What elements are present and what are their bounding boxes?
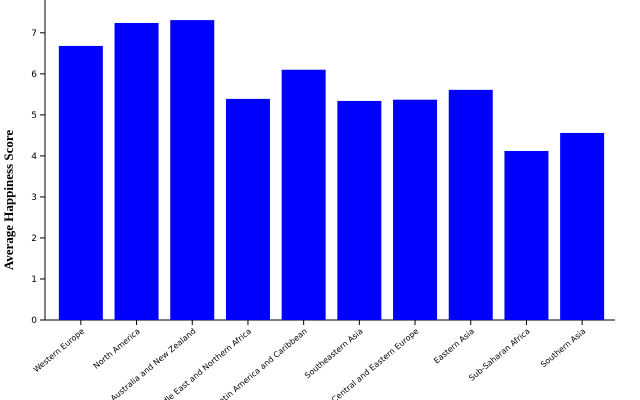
x-tick-label: Southern Asia: [539, 327, 588, 370]
bar: [281, 69, 326, 320]
y-tick-label: 2: [31, 234, 37, 244]
bar: [114, 22, 159, 320]
bar: [393, 99, 438, 320]
y-tick-label: 1: [31, 275, 37, 285]
y-tick-label: 5: [31, 111, 37, 121]
x-tick-label: Eastern Asia: [432, 327, 476, 366]
bar: [504, 150, 549, 320]
y-tick-label: 3: [31, 193, 37, 203]
bar: [225, 98, 270, 320]
y-tick-label: 7: [31, 29, 37, 39]
x-tick-label: Latin America and Caribbean: [214, 327, 309, 400]
bar: [337, 100, 382, 320]
x-tick-label: Central and Eastern Europe: [330, 327, 420, 400]
bar: [58, 45, 103, 320]
x-tick-label: Sub-Saharan Africa: [467, 327, 532, 383]
x-tick-label: North America: [92, 327, 142, 371]
x-tick-label: Western Europe: [32, 327, 86, 375]
y-tick-label: 0: [31, 316, 37, 326]
y-tick-label: 6: [31, 70, 37, 80]
bar: [448, 89, 493, 320]
y-tick-label: 4: [31, 152, 37, 162]
bar: [170, 20, 215, 320]
x-tick-label: Southeastern Asia: [303, 327, 365, 381]
y-axis-title: Average Happiness Score: [1, 130, 16, 271]
bar: [560, 132, 605, 320]
